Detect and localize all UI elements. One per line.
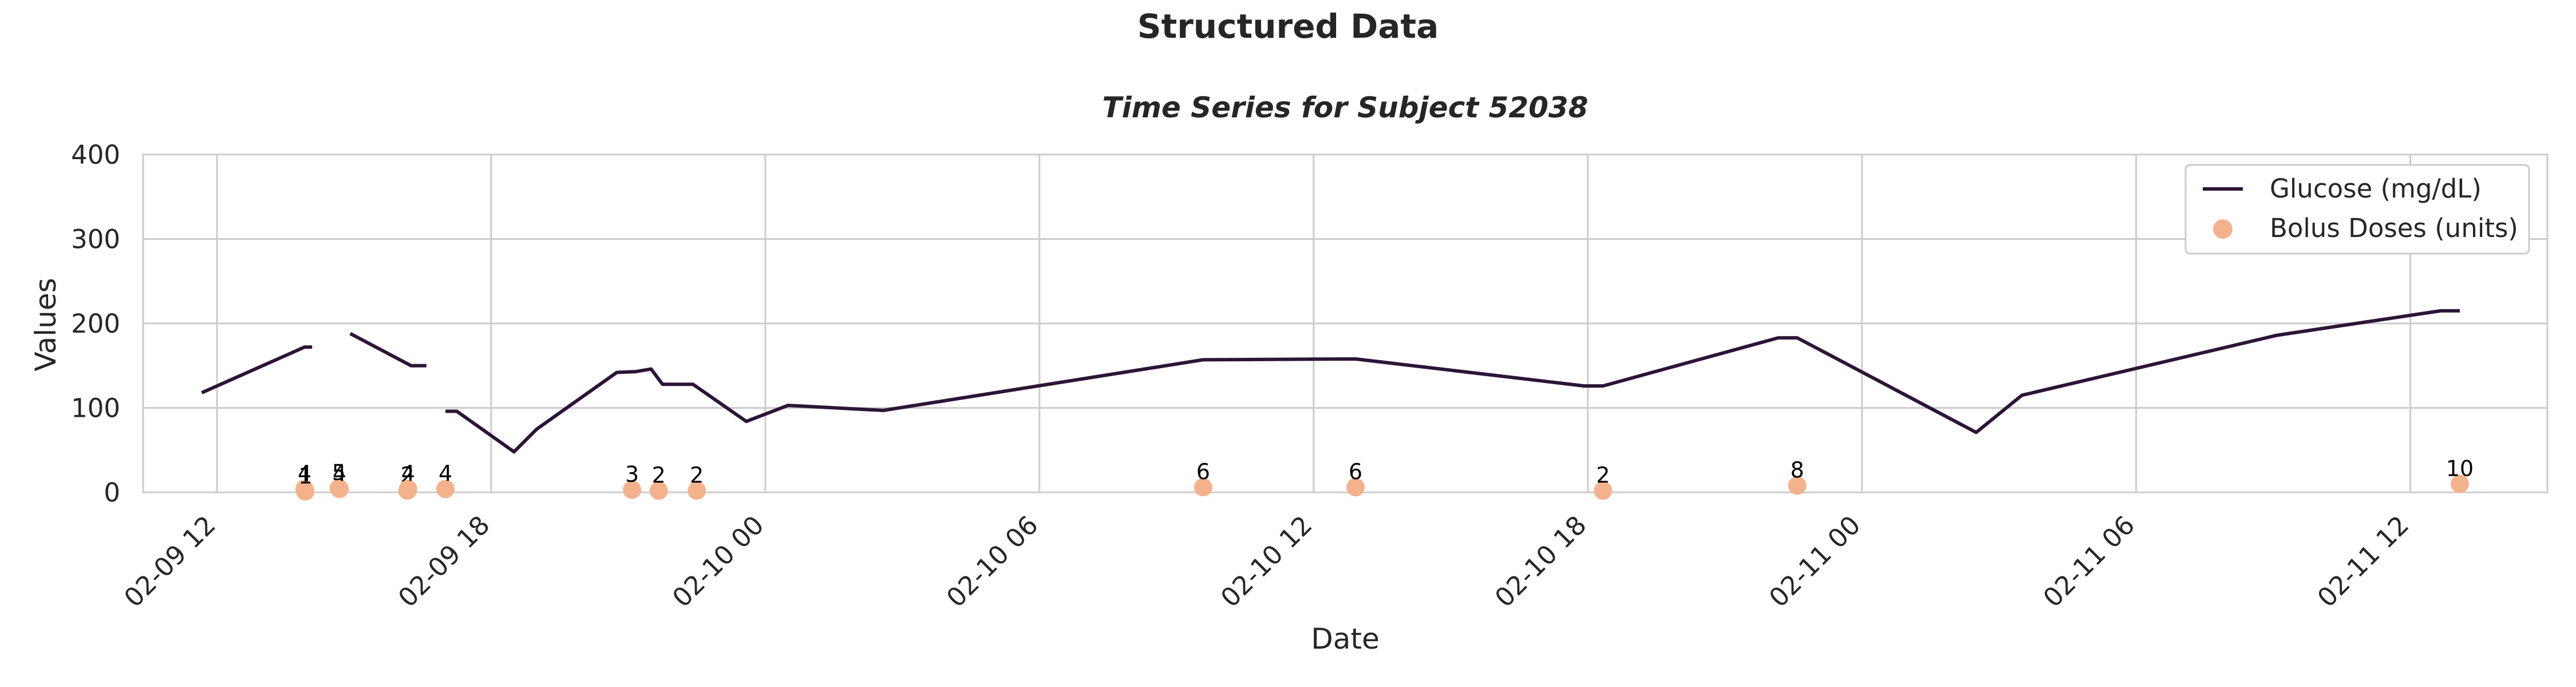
- bolus-dose-label: 2: [1596, 463, 1610, 488]
- x-tick-label: 02-09 12: [118, 510, 222, 613]
- x-tick-label: 02-10 12: [1215, 510, 1318, 613]
- plot-frame: [142, 153, 2549, 493]
- legend-box: [2184, 164, 2530, 255]
- x-tick-label: 02-11 00: [1763, 510, 1867, 613]
- bolus-dose-point: [330, 480, 349, 499]
- bolus-dose-point: [1788, 476, 1807, 495]
- bolus-dose-label: 10: [2446, 456, 2474, 481]
- bolus-dose-point: [1346, 478, 1365, 497]
- series-layer: 41 54 24 4 3 2 2 6 6 2 8 10: [201, 309, 2474, 501]
- bolus-dose-label: 6: [1196, 459, 1210, 484]
- bolus-dose-label: 4: [438, 461, 452, 486]
- bolus-dose-label: 2: [652, 463, 666, 488]
- x-tick-label: 02-10 06: [941, 510, 1044, 613]
- bolus-dose-label: 4: [333, 461, 346, 486]
- bolus-dose-point: [398, 480, 417, 499]
- bolus-dose-point: [1194, 478, 1212, 497]
- legend: Glucose (mg/dL) Bolus Doses (units): [2184, 164, 2530, 255]
- bolus-dose-point: [1594, 481, 1613, 500]
- bolus-dose-label: 4: [298, 461, 311, 486]
- bolus-dose-label: 8: [1790, 457, 1804, 483]
- legend-glucose-label: Glucose (mg/dL): [2270, 173, 2482, 204]
- y-tick-label: 400: [71, 140, 120, 170]
- bolus-dose-label: 4: [401, 461, 415, 486]
- bolus-dose-point: [649, 481, 668, 500]
- bolus-dose-point: [623, 480, 642, 499]
- x-tick-label: 02-11 06: [2037, 510, 2141, 613]
- y-tick-label: 300: [71, 224, 120, 255]
- legend-bolus-label: Bolus Doses (units): [2270, 213, 2518, 243]
- bolus-dose-point: [2451, 475, 2470, 493]
- tick-layer: 0 100 200 300 400 02-09 12 02-09 18 02-10 00 02-…: [71, 140, 2415, 613]
- x-tick-label: 02-10 00: [666, 510, 770, 613]
- y-tick-label: 200: [71, 309, 120, 339]
- y-tick-label: 0: [104, 477, 120, 508]
- bolus-dose-point: [436, 480, 455, 499]
- bolus-dose-label: 6: [1349, 459, 1362, 484]
- glucose-line-segment: [349, 332, 426, 368]
- x-tick-label: 02-09 18: [392, 510, 496, 613]
- bolus-dose-point: [688, 481, 706, 500]
- bolus-dose-label: 3: [625, 462, 639, 487]
- y-axis-label: Values: [29, 278, 62, 371]
- glucose-line-segment: [201, 345, 313, 394]
- x-tick-label: 02-11 12: [2312, 510, 2415, 613]
- bolus-dose-label: 2: [690, 463, 704, 488]
- bolus-dose-point: [296, 482, 315, 501]
- chart-title: Time Series for Subject 52038: [1103, 91, 1589, 124]
- x-tick-label: 02-10 18: [1489, 510, 1593, 613]
- legend-bolus-swatch: [2213, 219, 2233, 239]
- y-tick-label: 100: [71, 393, 120, 424]
- bolus-dose-label: 1: [298, 464, 312, 489]
- figure-suptitle: Structured Data: [1137, 7, 1439, 46]
- x-axis-label: Date: [1311, 622, 1380, 656]
- glucose-line-segment: [445, 309, 2460, 454]
